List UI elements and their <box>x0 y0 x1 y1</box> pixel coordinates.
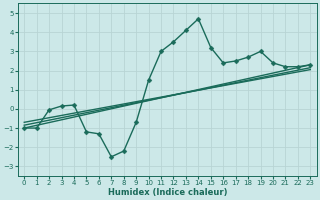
X-axis label: Humidex (Indice chaleur): Humidex (Indice chaleur) <box>108 188 227 197</box>
